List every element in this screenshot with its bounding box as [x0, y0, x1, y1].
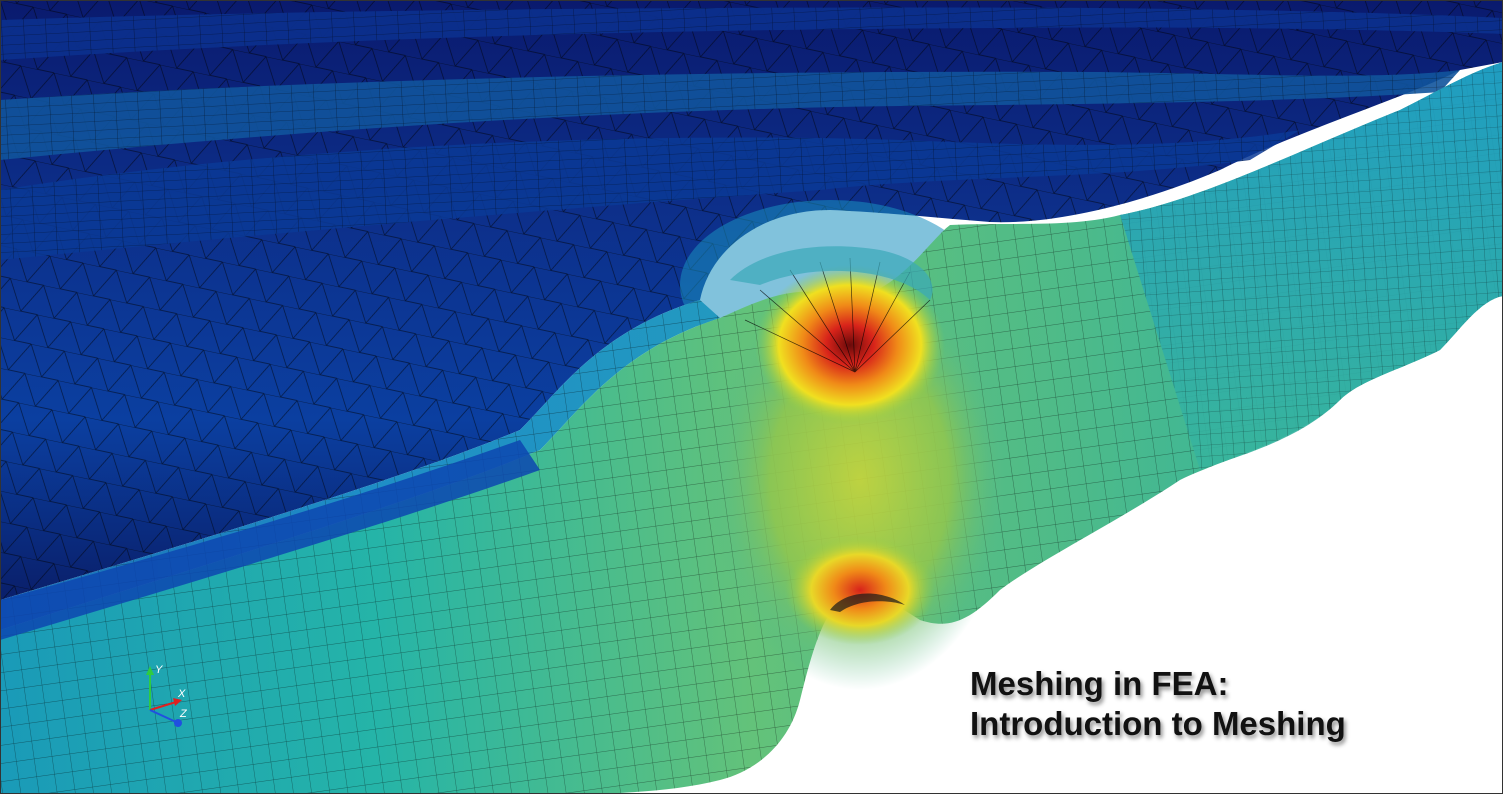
axis-x-label: X — [177, 688, 186, 700]
pit-mouth — [730, 246, 933, 300]
left-blue-band — [0, 440, 540, 640]
stress-hot-pit — [755, 265, 945, 425]
axis-z-label: Z — [179, 708, 188, 720]
stress-hot-notch — [785, 535, 935, 645]
caption: Meshing in FEA: Introduction to Meshing — [970, 664, 1346, 744]
caption-line-2: Introduction to Meshing — [970, 705, 1346, 742]
pit-mesh-lines — [744, 257, 931, 373]
caption-line-1: Meshing in FEA: — [970, 665, 1229, 702]
axis-y-label: Y — [155, 664, 163, 676]
notch — [830, 593, 905, 612]
axis-triad: Y X Z — [146, 664, 188, 727]
